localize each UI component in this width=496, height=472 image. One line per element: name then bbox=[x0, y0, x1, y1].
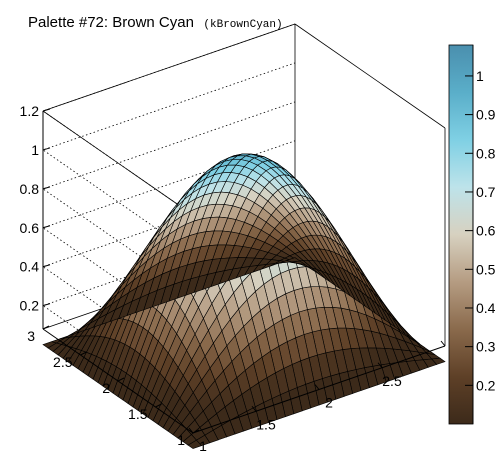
z-tick bbox=[42, 303, 51, 307]
y-tick bbox=[117, 377, 125, 382]
chart-title: Palette #72: Brown Cyan (kBrownCyan) bbox=[28, 14, 283, 31]
z-tick-label: 0.6 bbox=[20, 220, 40, 236]
z-tick bbox=[42, 225, 51, 229]
colorbar-tick-label: 0.9 bbox=[476, 107, 496, 123]
y-tick-label: 2 bbox=[102, 380, 110, 396]
colorbar-tick-label: 0.8 bbox=[476, 145, 496, 161]
y-tick-label: 2.5 bbox=[53, 354, 73, 370]
y-tick bbox=[80, 351, 87, 356]
x-tick-label: 1.5 bbox=[256, 416, 276, 432]
z-tick-label: 0.4 bbox=[20, 259, 40, 275]
y-tick-label: 1 bbox=[177, 432, 185, 448]
z-tick-label: 0.8 bbox=[20, 181, 40, 197]
colorbar-tick-label: 0.2 bbox=[476, 377, 496, 393]
colorbar-tick-label: 0.7 bbox=[476, 184, 496, 200]
y-tick-label: 1.5 bbox=[128, 406, 148, 422]
y-tick bbox=[155, 403, 162, 408]
x-tick bbox=[314, 384, 320, 390]
z-tick bbox=[42, 147, 51, 151]
colorbar-gradient bbox=[448, 44, 474, 425]
box-edge-top-right bbox=[294, 23, 446, 129]
box-edge-top-back bbox=[42, 23, 296, 112]
colorbar-tick-label: 0.6 bbox=[476, 223, 496, 239]
z-tick-label: 1.2 bbox=[20, 103, 40, 119]
x-tick bbox=[440, 340, 446, 347]
title-main: Palette #72: Brown Cyan bbox=[28, 14, 194, 31]
surface-cell bbox=[42, 341, 58, 349]
surface-plot bbox=[42, 153, 446, 449]
colorbar-tick-label: 0.5 bbox=[476, 261, 496, 277]
z-tick-label: 1 bbox=[31, 142, 39, 158]
x-tick-label: 2.5 bbox=[382, 373, 402, 389]
x-tick bbox=[251, 405, 257, 412]
colorbar-tick-label: 0.4 bbox=[476, 300, 496, 316]
y-tick-label: 3 bbox=[27, 328, 35, 344]
colorbar: 0.2 0.3 0.4 0.5 0.6 0.7 0.8 0.9 1 bbox=[448, 44, 496, 425]
z-tick bbox=[42, 186, 51, 190]
x-tick-label: 2 bbox=[325, 395, 333, 411]
title-palette-code: (kBrownCyan) bbox=[203, 19, 282, 31]
z-tick bbox=[42, 108, 51, 112]
y-tick bbox=[42, 325, 50, 330]
x-tick bbox=[377, 362, 383, 369]
x-tick bbox=[188, 427, 194, 434]
colorbar-tick-label: 1 bbox=[476, 68, 484, 84]
x-tick-label: 1 bbox=[199, 438, 207, 454]
z-gridline-4 bbox=[42, 62, 296, 255]
z-tick-label: 0.2 bbox=[20, 298, 40, 314]
colorbar-tick-label: 0.3 bbox=[476, 339, 496, 355]
z-tick bbox=[42, 264, 51, 268]
box-edge-top-left bbox=[42, 110, 194, 216]
